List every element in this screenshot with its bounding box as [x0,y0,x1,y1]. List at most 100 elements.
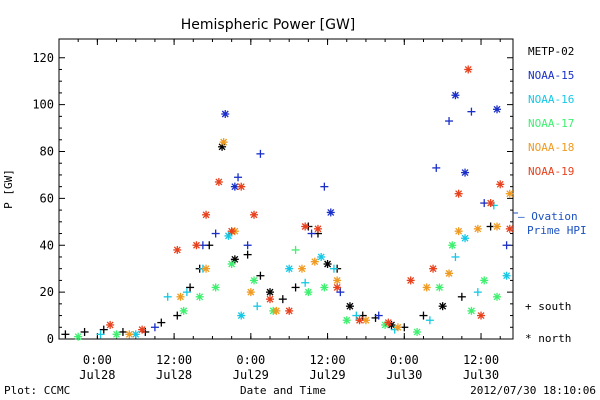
y-tick-label: 120 [32,51,54,65]
x-tick-label-time: 12:00 [310,353,346,367]
plot-frame [58,38,514,340]
data-point [150,323,159,332]
data-point [291,245,300,254]
data-point [422,283,431,292]
x-tick-label-date: Jul28 [79,368,115,382]
y-tick-label: 60 [40,191,54,205]
data-point [467,306,476,315]
x-tick-label-time: 0:00 [236,353,265,367]
data-point [502,241,511,250]
legend-entry: NOAA-16 [528,93,574,106]
data-point [118,327,127,336]
data-point [250,210,259,219]
data-point [374,311,383,320]
data-point [454,189,463,198]
data-point [301,222,310,231]
data-point [493,292,502,301]
data-point [138,325,147,334]
data-point [384,318,393,327]
data-point [243,250,252,259]
data-point [451,91,460,100]
data-point [266,288,275,297]
data-point [243,241,252,250]
data-point [307,229,316,238]
data-point [256,149,265,158]
data-point [227,227,236,236]
data-point [192,241,201,250]
y-tick-label: 0 [47,332,54,346]
x-tick-label-time: 0:00 [390,353,419,367]
y-tick-label: 40 [40,238,54,252]
x-axis-label: Date and Time [240,384,326,397]
data-point [438,302,447,311]
data-point [496,180,505,189]
data-point [457,292,466,301]
data-point [352,311,361,320]
data-point [179,306,188,315]
ovation-label: — Ovation [518,210,578,223]
data-point [467,107,476,116]
x-tick-label-time: 0:00 [83,353,112,367]
data-point [477,311,486,320]
data-point [221,110,230,118]
data-point [106,320,115,329]
x-tick-label-date: Jul30 [386,368,422,382]
data-point [219,138,228,147]
data-point [99,325,108,334]
data-point [326,208,335,217]
x-axis: 0:00Jul2812:00Jul280:00Jul2912:00Jul290:… [77,39,501,382]
data-point [329,264,338,273]
data-point [186,283,195,292]
data-point [451,252,460,261]
data-point [454,227,463,236]
data-point [445,269,454,278]
data-point [163,292,172,301]
data-point [333,276,342,285]
data-point [182,288,191,297]
data-point [473,224,482,233]
plot-credit: Plot: CCMC [4,384,70,397]
data-point [195,292,204,301]
data-point [473,288,482,297]
data-point [320,283,329,292]
data-point [493,105,502,114]
data-point [285,264,294,273]
data-point [176,292,185,301]
data-point [445,117,454,126]
data-point [333,283,342,292]
data-point [425,316,434,325]
chart-title: Hemispheric Power [GW] [181,17,356,33]
data-point [256,271,265,280]
x-tick-label-date: Jul29 [310,368,346,382]
data-point [304,288,313,297]
legend-entry: NOAA-15 [528,69,574,82]
x-tick-label-date: Jul30 [463,368,499,382]
legend-entry: NOAA-19 [528,165,574,178]
data-point [461,234,470,243]
y-axis-label: P [GW] [2,169,15,209]
legend: METP-02 NOAA-15 NOAA-16 NOAA-17 NOAA-18 NOAA-… [528,45,574,178]
timestamp: 2012/07/30 18:10:06 [470,384,596,397]
data-point [285,306,294,315]
data-point [480,276,489,285]
data-point [419,311,428,320]
legend-entry: METP-02 [528,45,574,58]
data-point [237,182,246,191]
data-point [435,283,444,292]
data-point [80,327,89,336]
data-point [246,288,255,297]
data-point [278,295,287,304]
data-point [310,257,319,266]
x-tick-label-time: 12:00 [463,353,499,367]
data-point [406,276,415,285]
data-point [448,241,457,250]
data-point [301,278,310,287]
ovation-label-line2: Prime HPI [527,224,587,237]
data-point [227,260,236,268]
data-point [342,316,351,325]
data-point [505,224,514,233]
data-point [486,199,495,208]
data-point [211,229,220,238]
data-point [336,288,345,297]
